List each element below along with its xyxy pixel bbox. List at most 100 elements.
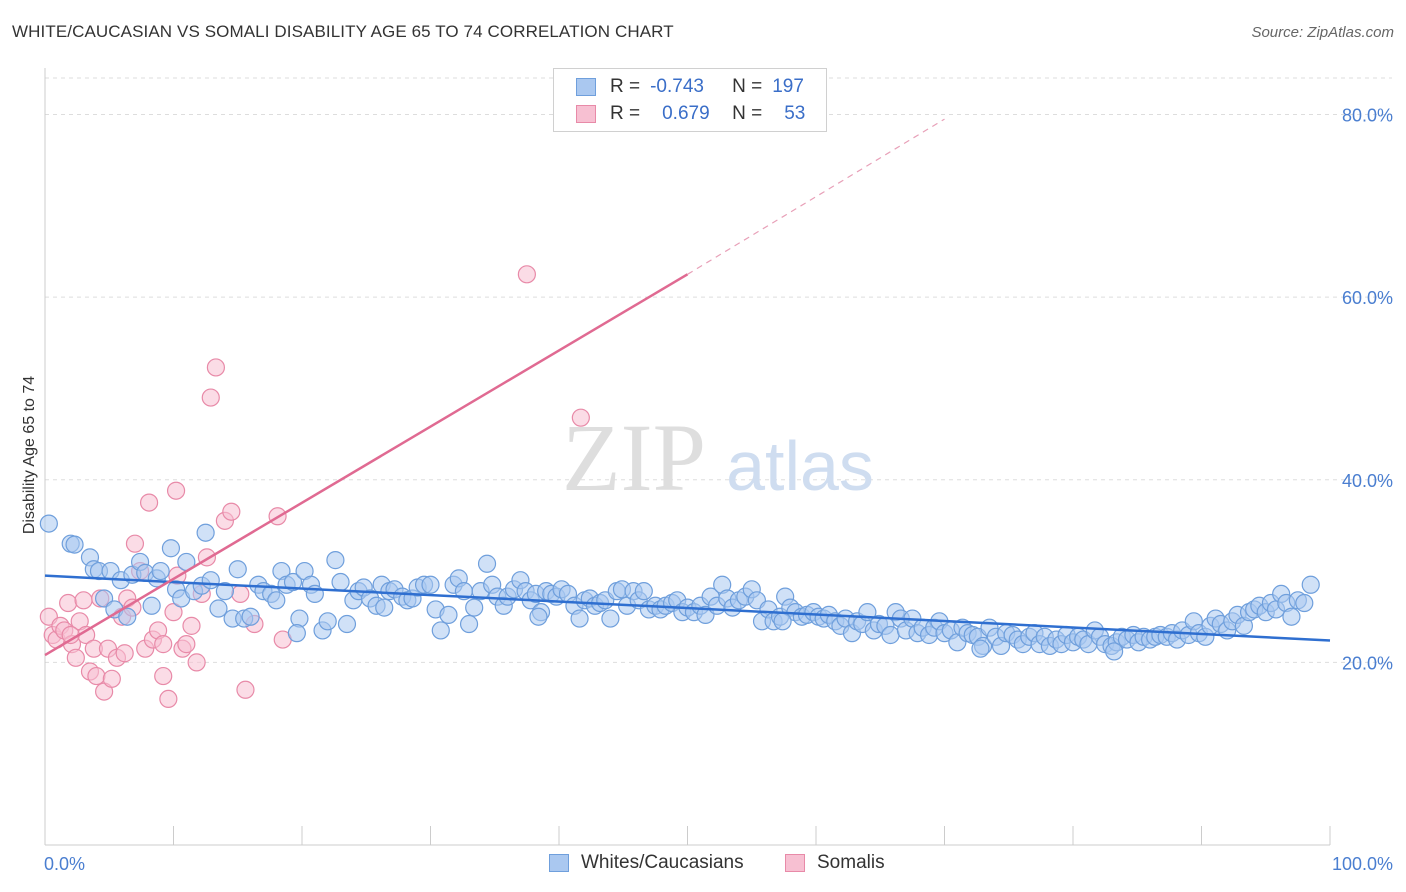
legend-r-label: R = — [610, 76, 641, 97]
somali-point — [102, 669, 121, 688]
somali-trend-line — [44, 273, 689, 657]
legend-n-value-somali: 53 — [784, 103, 806, 124]
white-point — [241, 607, 260, 626]
white-point — [439, 605, 458, 625]
somali-swatch — [576, 105, 596, 123]
y-tick-labels: 20.0% 40.0% 60.0% 80.0% — [1342, 106, 1393, 674]
white-point — [529, 607, 548, 626]
white-point — [151, 561, 170, 581]
white-point — [331, 572, 350, 592]
y-tick-label: 40.0% — [1342, 471, 1393, 491]
white-point — [477, 554, 497, 573]
legend-r-value-white: -0.743 — [650, 76, 704, 97]
legend-n-label: N = — [732, 103, 763, 124]
y-axis-label: Disability Age 65 to 74 — [21, 376, 38, 534]
somali-point — [231, 584, 250, 603]
white-point — [1301, 575, 1320, 594]
x-tick-label: 100.0% — [1332, 854, 1393, 874]
white-point — [465, 598, 484, 617]
somali-point — [201, 388, 220, 407]
white-point — [431, 621, 450, 640]
somali-point — [59, 593, 78, 613]
stats-legend: R = -0.743 N = 197 R = 0.679 N = 53 — [553, 68, 827, 132]
watermark: ZIP atlas — [562, 404, 874, 511]
watermark-atlas: atlas — [726, 427, 874, 505]
somali-point — [154, 666, 173, 686]
white-point — [283, 572, 303, 592]
somali-point — [182, 616, 201, 635]
somali-point — [66, 648, 85, 667]
white-point — [65, 535, 84, 554]
somali-point — [164, 603, 183, 622]
somali-point — [159, 689, 178, 709]
x-tick-labels: 0.0% 100.0% — [44, 854, 1393, 874]
legend-white-label: Whites/Caucasians — [581, 852, 744, 873]
somali-point — [206, 358, 226, 377]
legend-item-somali[interactable]: Somalis — [785, 852, 885, 874]
white-trend-line — [44, 574, 1331, 642]
source-label: Source: ZipAtlas.com — [1251, 24, 1394, 41]
somali-point — [187, 653, 206, 672]
legend-r-value-somali: 0.679 — [662, 103, 710, 124]
white-point — [601, 609, 620, 628]
white-point — [215, 582, 234, 601]
legend-n-label: N = — [732, 76, 763, 97]
series-legend: Whites/Caucasians Somalis — [0, 852, 1406, 876]
white-point — [196, 523, 215, 542]
axes — [44, 68, 1331, 846]
trend-lines — [44, 118, 1331, 657]
white-point — [881, 625, 900, 645]
somali-point — [139, 493, 159, 512]
white-points — [39, 514, 1320, 661]
white-point — [326, 551, 345, 570]
white-legend-swatch — [549, 854, 569, 872]
white-point — [773, 612, 792, 631]
white-point — [1105, 642, 1124, 661]
y-tick-label: 60.0% — [1342, 288, 1393, 308]
somali-point — [222, 502, 241, 521]
white-point — [142, 596, 161, 615]
legend-row-white: R = -0.743 N = 197 — [576, 75, 804, 99]
white-point — [118, 607, 137, 626]
white-point — [971, 639, 990, 658]
somali-trend-extension — [687, 118, 945, 275]
somali-point — [115, 644, 134, 663]
white-point — [201, 571, 220, 590]
white-point — [1282, 607, 1301, 626]
somali-points — [39, 265, 590, 709]
white-point — [421, 575, 440, 594]
white-point — [267, 591, 286, 610]
white-point — [337, 614, 357, 634]
somali-point — [125, 534, 145, 553]
white-swatch — [576, 78, 596, 96]
legend-n-value-white: 197 — [772, 76, 804, 97]
somali-point — [571, 408, 590, 427]
somali-point — [87, 666, 106, 686]
white-point — [459, 614, 479, 634]
somali-point — [154, 635, 173, 654]
somali-point — [166, 481, 186, 500]
white-point — [570, 609, 589, 628]
white-point — [287, 624, 306, 643]
white-point — [39, 514, 58, 533]
white-point — [634, 582, 653, 601]
legend-row-somali: R = 0.679 N = 53 — [576, 102, 805, 126]
somali-legend-swatch — [785, 854, 805, 872]
white-point — [375, 598, 394, 617]
legend-item-white[interactable]: Whites/Caucasians — [549, 852, 744, 874]
chart-title: WHITE/CAUCASIAN VS SOMALI DISABILITY AGE… — [12, 22, 674, 41]
legend-somali-label: Somalis — [817, 852, 885, 873]
white-point — [228, 560, 247, 579]
gridlines — [45, 77, 1392, 663]
white-point — [209, 599, 228, 618]
somali-point — [236, 680, 255, 699]
white-point — [161, 539, 181, 558]
x-tick-label: 0.0% — [44, 854, 85, 874]
y-tick-label: 20.0% — [1342, 653, 1393, 673]
legend-r-label: R = — [610, 103, 641, 124]
somali-point — [74, 591, 93, 610]
white-point — [1295, 593, 1314, 613]
somali-point — [517, 265, 536, 284]
y-tick-label: 80.0% — [1342, 106, 1393, 126]
